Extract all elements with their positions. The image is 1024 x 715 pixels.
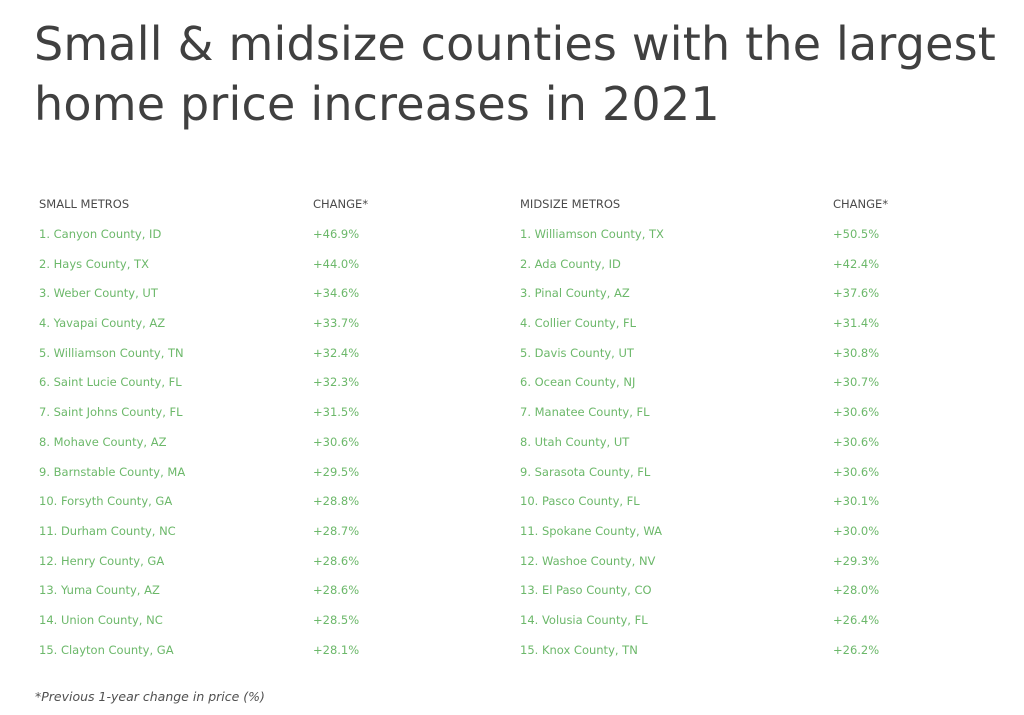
page-title: Small & midsize counties with the larges… [34, 17, 997, 131]
county-name: 8. Mohave County, AZ [39, 434, 167, 449]
change-value: +29.5% [313, 464, 360, 479]
change-value: +28.6% [313, 553, 360, 568]
column-header-change: CHANGE* [313, 197, 369, 211]
change-value: +33.7% [313, 316, 360, 331]
county-name: 15. Clayton County, GA [39, 642, 174, 657]
change-value: +28.5% [313, 612, 360, 627]
change-value: +34.6% [313, 286, 360, 301]
change-value: +29.3% [833, 553, 880, 568]
county-name: 5. Davis County, UT [520, 345, 634, 360]
change-value: +32.3% [313, 375, 360, 390]
change-value: +32.4% [313, 345, 360, 360]
change-value: +30.6% [833, 405, 880, 420]
column-header-name: SMALL METROS [39, 197, 130, 211]
change-value: +30.0% [833, 523, 880, 538]
county-name: 10. Pasco County, FL [520, 494, 640, 509]
change-value: +30.7% [833, 375, 880, 390]
county-name: 14. Volusia County, FL [520, 612, 648, 627]
change-value: +28.8% [313, 494, 360, 509]
county-name: 6. Saint Lucie County, FL [39, 375, 182, 390]
change-value: +28.1% [313, 642, 360, 657]
change-value: +31.4% [833, 316, 880, 331]
county-name: 5. Williamson County, TN [39, 345, 184, 360]
change-value: +26.4% [833, 612, 880, 627]
county-name: 12. Washoe County, NV [520, 553, 656, 568]
change-value: +30.6% [313, 434, 360, 449]
change-value: +44.0% [313, 256, 360, 271]
county-name: 8. Utah County, UT [520, 434, 630, 449]
change-value: +30.6% [833, 464, 880, 479]
county-name: 4. Collier County, FL [520, 316, 637, 331]
change-value: +30.1% [833, 494, 880, 509]
change-value: +30.6% [833, 434, 880, 449]
county-name: 2. Ada County, ID [520, 256, 621, 271]
county-name: 11. Spokane County, WA [520, 523, 662, 538]
county-name: 15. Knox County, TN [520, 642, 638, 657]
change-value: +30.8% [833, 345, 880, 360]
change-value: +26.2% [833, 642, 880, 657]
county-name: 9. Barnstable County, MA [39, 464, 186, 479]
county-name: 1. Canyon County, ID [39, 227, 162, 241]
county-name: 13. Yuma County, AZ [39, 583, 160, 598]
county-name: 9. Sarasota County, FL [520, 464, 651, 479]
change-value: +28.0% [833, 583, 880, 598]
change-value: +28.6% [313, 583, 360, 598]
column-header-change: CHANGE* [833, 197, 889, 211]
change-value: +46.9% [313, 227, 360, 241]
county-name: 3. Weber County, UT [39, 286, 158, 301]
footnote: *Previous 1-year change in price (%) [35, 689, 265, 704]
county-name: 2. Hays County, TX [39, 256, 149, 271]
county-name: 10. Forsyth County, GA [39, 494, 173, 509]
county-name: 14. Union County, NC [39, 612, 163, 627]
change-value: +31.5% [313, 405, 360, 420]
county-name: 11. Durham County, NC [39, 523, 176, 538]
county-name: 7. Manatee County, FL [520, 405, 650, 420]
county-name: 4. Yavapai County, AZ [39, 316, 166, 331]
county-name: 7. Saint Johns County, FL [39, 405, 183, 420]
county-name: 13. El Paso County, CO [520, 583, 652, 598]
county-name: 1. Williamson County, TX [520, 227, 664, 241]
county-name: 12. Henry County, GA [39, 553, 165, 568]
column-header-name: MIDSIZE METROS [520, 197, 621, 211]
county-name: 6. Ocean County, NJ [520, 375, 636, 390]
change-value: +37.6% [833, 286, 880, 301]
change-value: +28.7% [313, 523, 360, 538]
county-name: 3. Pinal County, AZ [520, 286, 630, 301]
change-value: +50.5% [833, 227, 880, 241]
change-value: +42.4% [833, 256, 880, 271]
